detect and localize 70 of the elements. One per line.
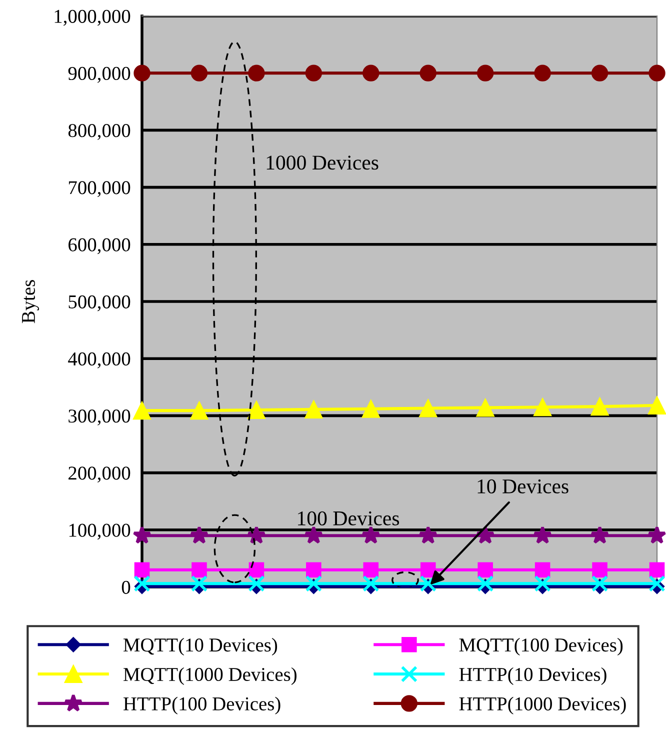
legend-label: MQTT(100 Devices) bbox=[459, 638, 623, 656]
y-axis-title: Bytes bbox=[22, 280, 39, 324]
point bbox=[134, 64, 150, 82]
point bbox=[305, 64, 322, 82]
point bbox=[590, 398, 609, 416]
point bbox=[190, 402, 208, 420]
point bbox=[419, 399, 438, 418]
point bbox=[362, 64, 380, 82]
legend-label: HTTP(10 Devices) bbox=[459, 667, 606, 685]
point bbox=[304, 400, 323, 418]
point bbox=[534, 562, 550, 578]
point bbox=[591, 64, 608, 82]
point bbox=[534, 575, 551, 592]
point bbox=[649, 562, 665, 578]
y-tick-label: 0 bbox=[122, 580, 130, 594]
point bbox=[477, 575, 494, 592]
point bbox=[192, 562, 207, 578]
point bbox=[190, 64, 208, 82]
point bbox=[418, 526, 438, 544]
point bbox=[305, 575, 322, 592]
y-tick-label: 1,000,000 bbox=[54, 10, 130, 26]
annotation: 10 Devices bbox=[478, 479, 568, 494]
point bbox=[362, 526, 380, 544]
point bbox=[534, 64, 551, 82]
point bbox=[132, 526, 152, 544]
point bbox=[362, 400, 380, 418]
point bbox=[533, 526, 552, 544]
y-tick-label: 900,000 bbox=[68, 66, 130, 83]
point bbox=[590, 526, 610, 544]
point bbox=[363, 562, 379, 578]
point bbox=[648, 64, 666, 82]
y-tick-label: 800,000 bbox=[68, 124, 130, 140]
point bbox=[247, 526, 266, 544]
point bbox=[420, 575, 436, 592]
y-tick-label: 500,000 bbox=[68, 295, 130, 312]
annotation: 100 Devices bbox=[298, 511, 400, 526]
legend-label: HTTP(100 Devices) bbox=[123, 696, 280, 714]
point bbox=[248, 575, 265, 592]
point bbox=[132, 402, 152, 420]
legend-label: HTTP(1000 Devices) bbox=[459, 696, 626, 714]
point bbox=[306, 562, 322, 578]
point bbox=[247, 400, 266, 420]
y-tick-label: 400,000 bbox=[68, 352, 130, 368]
point bbox=[362, 575, 380, 592]
point bbox=[648, 526, 666, 544]
point bbox=[648, 575, 666, 592]
y-tick-label: 700,000 bbox=[68, 181, 130, 198]
point bbox=[592, 562, 608, 578]
y-tick-label: 300,000 bbox=[68, 410, 130, 426]
point bbox=[591, 575, 608, 592]
point bbox=[304, 526, 323, 544]
y-tick-label: 200,000 bbox=[68, 466, 130, 483]
point bbox=[648, 396, 666, 414]
legend-label: MQTT(1000 Devices) bbox=[123, 667, 296, 685]
point bbox=[248, 562, 264, 578]
point bbox=[134, 575, 150, 592]
point bbox=[190, 575, 208, 592]
point bbox=[248, 64, 265, 82]
annotation: 1000 Devices bbox=[266, 156, 378, 170]
point bbox=[478, 562, 493, 578]
point bbox=[477, 64, 494, 82]
legend-label: MQTT(10 Devices) bbox=[123, 638, 278, 656]
point bbox=[476, 398, 494, 417]
point bbox=[420, 64, 436, 82]
y-tick-label: 100,000 bbox=[69, 524, 130, 540]
point bbox=[134, 562, 150, 578]
point bbox=[534, 398, 552, 416]
y-tick-label: 600,000 bbox=[68, 238, 130, 254]
point bbox=[190, 526, 209, 544]
point bbox=[420, 562, 436, 578]
